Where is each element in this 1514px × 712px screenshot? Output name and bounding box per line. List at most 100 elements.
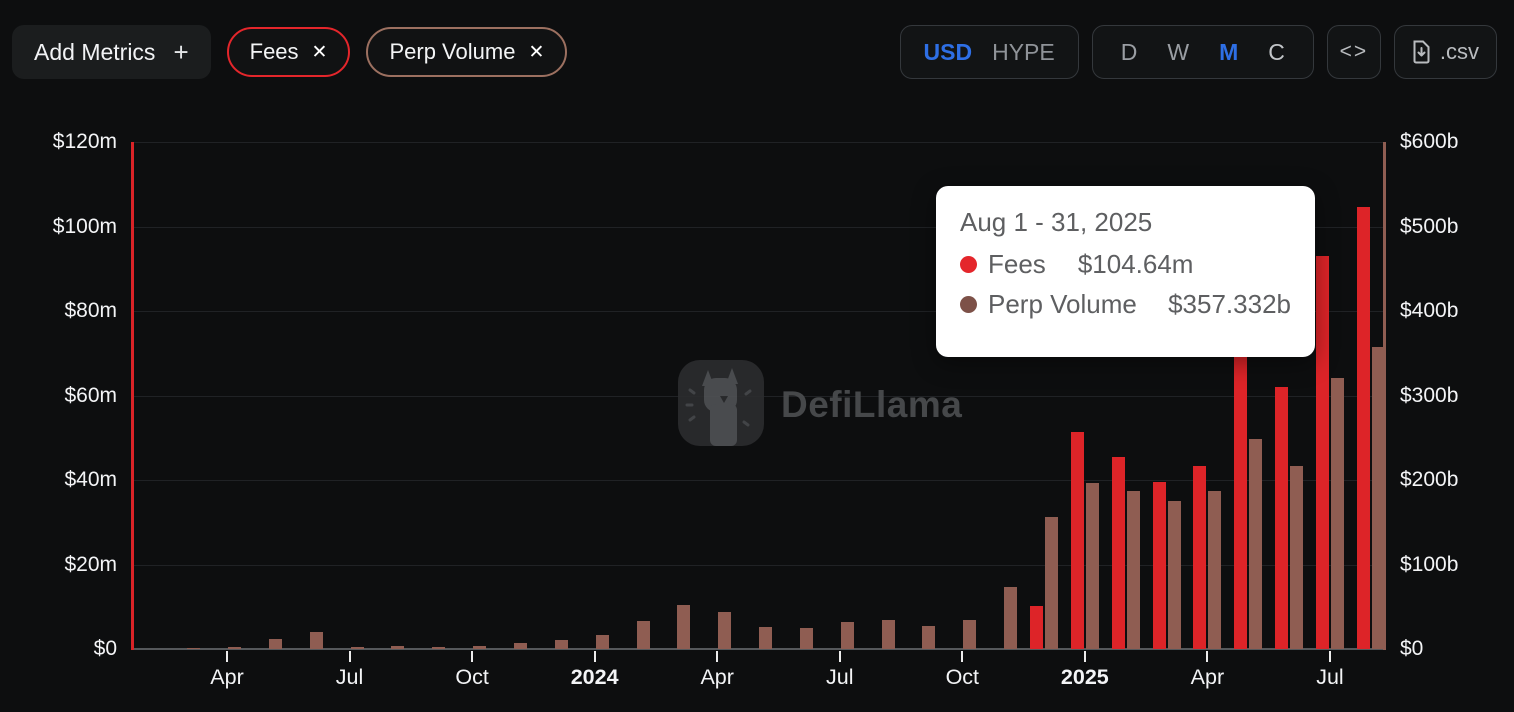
currency-option-usd[interactable]: USD <box>923 38 973 65</box>
perp-volume-bar[interactable] <box>1126 491 1140 649</box>
perp-volume-bar[interactable] <box>432 646 446 649</box>
x-axis-tick <box>593 651 596 662</box>
fees-bar[interactable] <box>1315 256 1329 649</box>
perp-volume-bar[interactable] <box>513 643 527 649</box>
perp-volume-bar[interactable] <box>554 640 568 649</box>
right-axis-tick-label: $400b <box>1400 299 1459 322</box>
perp-volume-bar[interactable] <box>759 627 773 649</box>
right-axis-tick-label: $300b <box>1400 383 1459 407</box>
close-icon[interactable]: ✕ <box>528 41 545 63</box>
add-metrics-label: Add Metrics <box>34 38 156 65</box>
x-axis-tick-label: Oct <box>455 665 489 689</box>
perp-volume-bar[interactable] <box>309 632 323 649</box>
metric-pill-perp-volume[interactable]: Perp Volume ✕ <box>366 27 568 77</box>
perp-volume-bar[interactable] <box>636 621 650 649</box>
x-axis-tick <box>716 651 719 662</box>
right-axis-tick-label: $600b <box>1400 130 1459 153</box>
fees-bar[interactable] <box>1111 457 1125 649</box>
x-axis-tick <box>226 651 228 662</box>
left-axis-tick-label: $60m <box>64 383 117 407</box>
fees-bar[interactable] <box>1356 206 1370 649</box>
close-icon[interactable]: ✕ <box>311 41 328 63</box>
perp-volume-legend-dot-icon <box>960 296 977 313</box>
perp-volume-bar[interactable] <box>228 646 241 649</box>
interval-option-cumulative[interactable]: C <box>1268 38 1285 65</box>
left-axis-tick-label: $100m <box>52 214 117 238</box>
gridline <box>133 226 1385 228</box>
x-axis-tick-label: Jul <box>1316 665 1344 689</box>
perp-volume-bar[interactable] <box>840 621 854 649</box>
perp-volume-bar[interactable] <box>718 611 732 649</box>
left-axis-tick-label: $0 <box>93 637 117 660</box>
perp-volume-bar[interactable] <box>1249 439 1263 649</box>
fees-bar[interactable] <box>1193 466 1207 649</box>
interval-option-weekly[interactable]: W <box>1167 38 1190 65</box>
tooltip-row-perp-volume: Perp Volume $357.332b <box>960 289 1291 320</box>
right-axis-tick-label: $500b <box>1400 214 1459 238</box>
gridline <box>133 142 1385 143</box>
fees-bar[interactable] <box>1030 605 1043 649</box>
perp-volume-bar[interactable] <box>595 635 609 649</box>
file-download-icon <box>1412 40 1431 64</box>
interval-option-daily[interactable]: D <box>1120 38 1138 65</box>
perp-volume-bar[interactable] <box>1371 347 1385 649</box>
chart-tooltip: Aug 1 - 31, 2025 Fees $104.64m Perp Volu… <box>936 186 1315 357</box>
add-metrics-button[interactable]: Add Metrics + <box>12 25 211 79</box>
fees-bar[interactable] <box>1070 431 1084 649</box>
gridline <box>133 480 1385 481</box>
perp-volume-bar[interactable] <box>473 646 487 649</box>
perp-volume-bar[interactable] <box>391 646 405 649</box>
left-axis-tick-label: $40m <box>64 468 117 491</box>
perp-volume-bar[interactable] <box>268 639 282 649</box>
metric-pill-fees[interactable]: Fees ✕ <box>226 27 351 77</box>
perp-volume-bar[interactable] <box>963 620 977 649</box>
perp-volume-bar[interactable] <box>1004 587 1018 649</box>
x-axis-baseline <box>133 648 1385 650</box>
perp-volume-bar[interactable] <box>881 620 895 649</box>
perp-volume-bar[interactable] <box>677 605 691 649</box>
gridline <box>133 311 1385 312</box>
perp-volume-bar[interactable] <box>187 648 201 649</box>
perp-volume-bar[interactable] <box>350 646 364 649</box>
x-axis-tick <box>1328 651 1331 662</box>
tooltip-date-range: Aug 1 - 31, 2025 <box>960 207 1153 237</box>
x-axis-tick-label: Apr <box>1190 665 1225 689</box>
perp-volume-bar[interactable] <box>1290 465 1304 649</box>
perp-volume-bar[interactable] <box>799 627 813 649</box>
code-brackets-icon: <> <box>1339 40 1369 63</box>
fees-bar[interactable] <box>1152 482 1166 649</box>
currency-option-hype[interactable]: HYPE <box>992 38 1055 65</box>
tooltip-perp-volume-label: Perp Volume <box>988 289 1137 319</box>
perp-volume-bar[interactable] <box>1330 377 1344 649</box>
tooltip-perp-volume-value: $357.332b <box>1168 289 1291 319</box>
perp-volume-bar[interactable] <box>1167 501 1181 649</box>
tooltip-row-fees: Fees $104.64m <box>960 249 1291 280</box>
x-axis-tick-label: Oct <box>945 665 980 689</box>
perp-volume-bar[interactable] <box>922 626 936 649</box>
interval-toggle: D W M C <box>1091 25 1314 79</box>
x-axis-tick-label: Apr <box>210 665 244 689</box>
download-csv-button[interactable]: .csv <box>1393 25 1497 79</box>
x-axis-tick-label: Jul <box>826 665 854 689</box>
metric-pill-perp-volume-label: Perp Volume <box>389 39 516 64</box>
x-axis-tick-label: Jul <box>335 665 364 689</box>
interval-option-monthly[interactable]: M <box>1219 38 1239 65</box>
metrics-controls: Add Metrics + Fees ✕ Perp Volume ✕ <box>12 25 568 79</box>
right-axis-tick-label: $0 <box>1400 637 1424 660</box>
gridline <box>133 395 1385 397</box>
perp-volume-bar[interactable] <box>1208 491 1222 649</box>
fees-bar[interactable] <box>1275 387 1289 649</box>
tooltip-fees-label: Fees <box>988 249 1046 279</box>
csv-label: .csv <box>1439 39 1479 64</box>
chart-controls: USD HYPE D W M C <> .csv <box>899 25 1497 79</box>
fees-bar[interactable] <box>1234 357 1248 649</box>
right-axis-tick-label: $100b <box>1400 552 1459 576</box>
x-axis-tick-label: 2025 <box>1060 665 1109 689</box>
right-axis-tick-label: $200b <box>1400 468 1459 491</box>
left-axis-tick-label: $120m <box>52 130 117 153</box>
embed-code-button[interactable]: <> <box>1326 25 1381 79</box>
perp-volume-bar[interactable] <box>1045 517 1058 649</box>
perp-volume-bar[interactable] <box>1085 483 1099 649</box>
